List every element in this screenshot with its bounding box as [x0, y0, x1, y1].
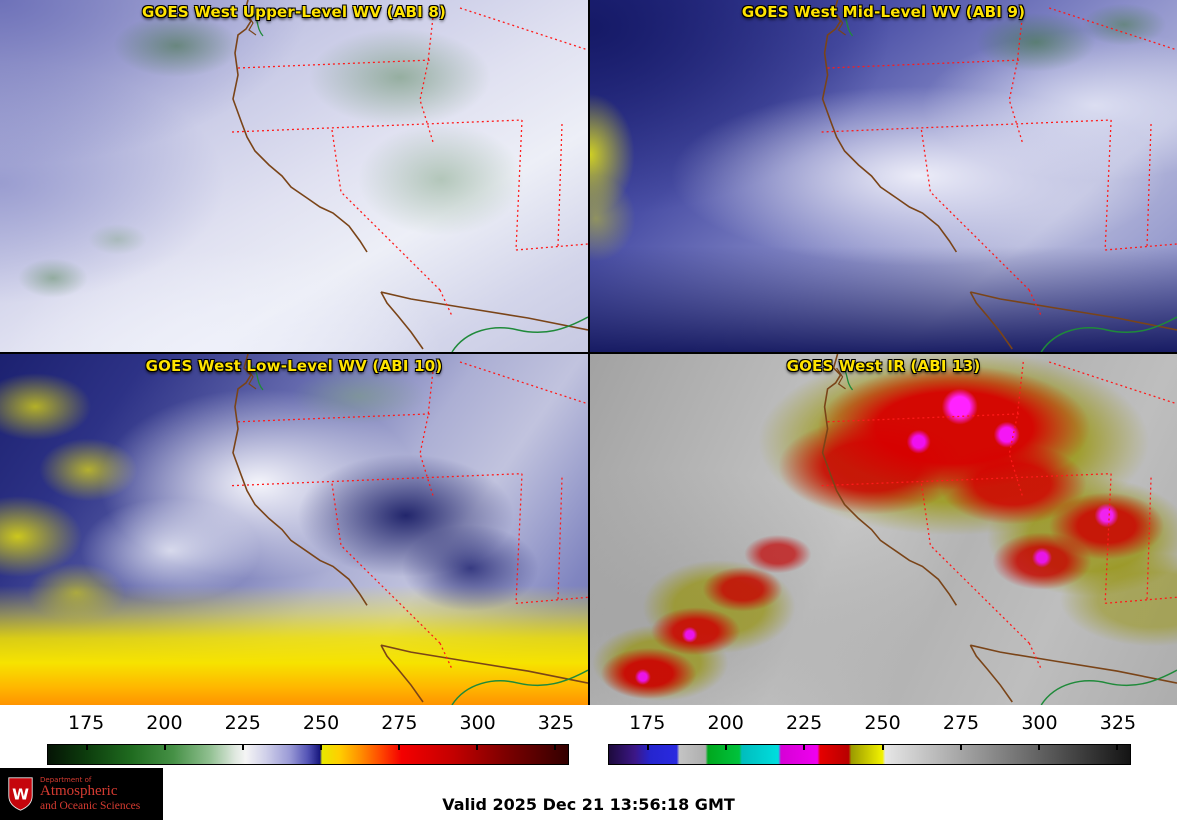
logo-oceanic-sciences: and Oceanic Sciences: [40, 799, 141, 812]
svg-text:W: W: [12, 785, 29, 803]
colorbar-tick-label: 275: [381, 712, 418, 734]
panel-title-abi10: GOES West Low-Level WV (ABI 10): [145, 357, 443, 375]
logo-text: Department of Atmospheric and Oceanic Sc…: [40, 776, 140, 813]
colorbar-wv: 175 200 225 250 275 300 325: [47, 712, 574, 768]
panel-title-abi13: GOES West IR (ABI 13): [786, 357, 981, 375]
colorbar-tick-label: 300: [1021, 712, 1058, 734]
valid-timestamp: Valid 2025 Dec 21 13:56:18 GMT: [442, 795, 735, 814]
colorbar-tick-label: 175: [629, 712, 666, 734]
colorbar-tick-label: 275: [942, 712, 980, 734]
colorbar-tick-label: 250: [302, 712, 340, 734]
basemap-overlay: [231, 354, 588, 705]
panel-title-abi8: GOES West Upper-Level WV (ABI 8): [141, 3, 447, 21]
panel-ir: GOES West IR (ABI 13): [590, 354, 1177, 705]
uw-crest-icon: W: [8, 777, 33, 811]
colorbar-tick-label: 200: [146, 712, 183, 734]
panel-low-level-wv: GOES West Low-Level WV (ABI 10): [0, 354, 588, 705]
logo-atmospheric: Atmospheric: [40, 783, 118, 799]
panel-mid-level-wv: GOES West Mid-Level WV (ABI 9): [590, 0, 1177, 352]
colorbar-tick-label: 325: [537, 712, 575, 734]
satellite-panel-grid: GOES West Upper-Level WV (ABI 8) GOES We…: [0, 0, 1177, 705]
colorbar-tick-label: 175: [68, 712, 105, 734]
basemap-overlay: [820, 0, 1177, 352]
colorbar-tick-label: 225: [224, 712, 261, 734]
basemap-overlay: [231, 0, 588, 352]
colorbar-tick-label: 300: [459, 712, 496, 734]
colorbar-gradient-bar-ir: [608, 744, 1131, 765]
panel-title-abi9: GOES West Mid-Level WV (ABI 9): [741, 3, 1026, 21]
basemap-overlay: [820, 354, 1177, 705]
colorbar-gradient-bar-wv: [47, 744, 569, 765]
colorbar-tick-label: 325: [1099, 712, 1137, 734]
panel-upper-level-wv: GOES West Upper-Level WV (ABI 8): [0, 0, 588, 352]
logo-department-of: Department of: [40, 775, 92, 784]
colorbar-tick-label: 200: [707, 712, 744, 734]
colorbar-tick-label: 225: [785, 712, 823, 734]
uw-aos-logo: W Department of Atmospheric and Oceanic …: [0, 768, 163, 820]
colorbar-tick-label: 250: [864, 712, 901, 734]
colorbar-ir: 175 200 225 250 275 300 325: [608, 712, 1136, 768]
